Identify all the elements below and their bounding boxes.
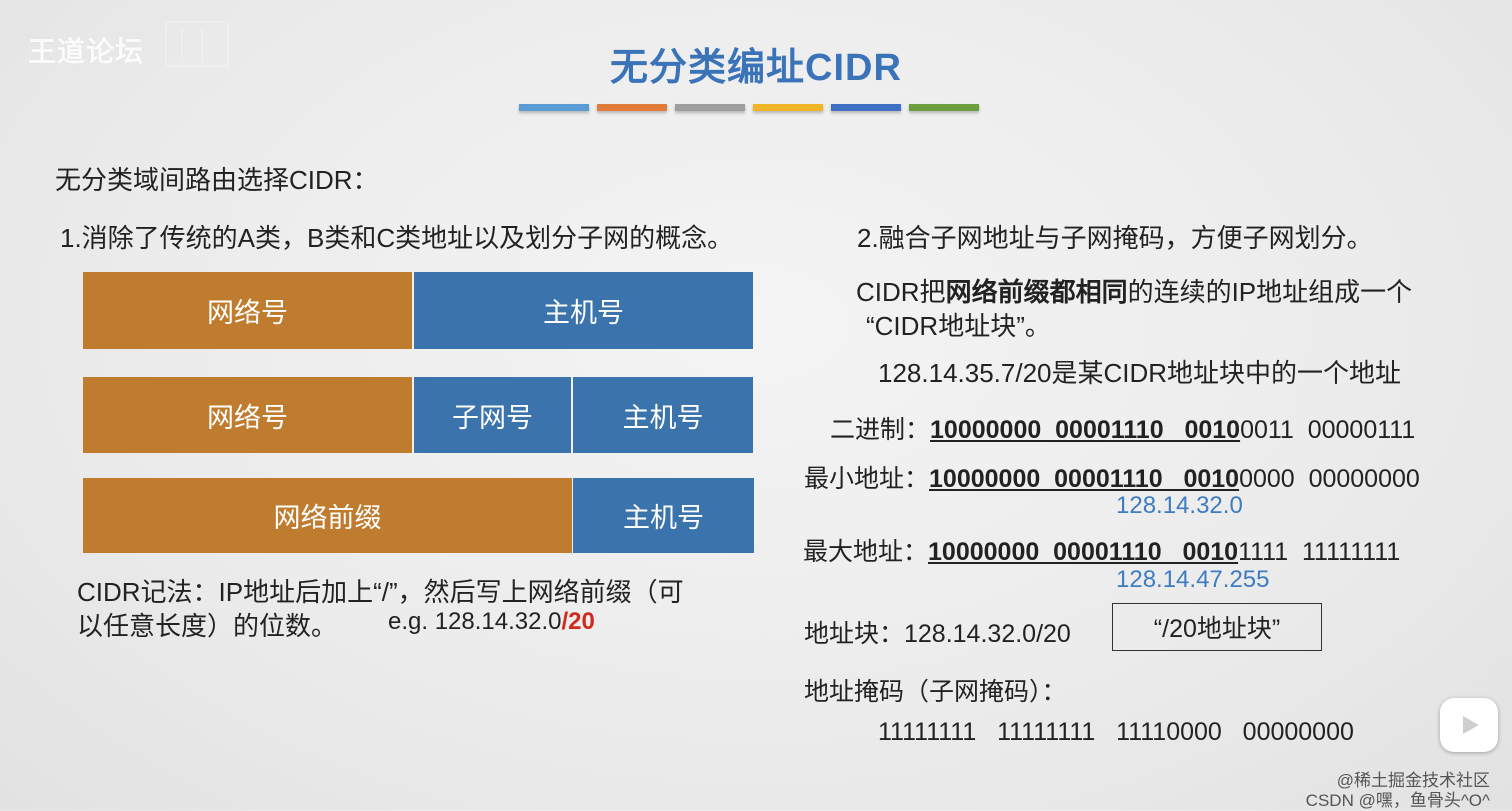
row2-host-box: 主机号 <box>573 377 753 453</box>
title-bar-6 <box>909 104 979 111</box>
row1-host-box: 主机号 <box>414 272 753 349</box>
cidr-desc-bold: 网络前缀都相同 <box>945 277 1128 307</box>
title-bar-5 <box>831 104 901 111</box>
row2-network-box: 网络号 <box>83 377 412 453</box>
cidr-desc-line-2: “CIDR地址块”。 <box>866 311 1051 341</box>
cidr-desc-line-1: CIDR把网络前缀都相同的连续的IP地址组成一个 <box>856 277 1413 307</box>
corner-credit-line-2: CSDN @嘿，鱼骨头^O^ <box>1305 791 1490 810</box>
address-block-label: 地址块：128.14.32.0/20 <box>804 620 1071 648</box>
max-address-row: 最大地址：10000000 00001110 00101111 11111111 <box>803 538 1401 566</box>
example-address: 128.14.35.7/20是某CIDR地址块中的一个地址 <box>878 358 1402 388</box>
title-bar-4 <box>753 104 823 111</box>
min-address-row: 最小地址：10000000 00001110 00100000 00000000 <box>804 465 1420 493</box>
slide-title: 无分类编址CIDR <box>610 47 902 89</box>
title-bar-2 <box>597 104 667 111</box>
binary-row: 二进制：10000000 00001110 00100011 00000111 <box>830 416 1416 444</box>
corner-credit-line-1: @稀土掘金技术社区 <box>1336 771 1490 790</box>
notation-example: e.g. 128.14.32.0/20 <box>388 608 595 636</box>
row1-network-box: 网络号 <box>83 272 412 349</box>
watermark-seal-icon <box>165 21 229 67</box>
title-bar-1 <box>519 104 589 111</box>
min-address-ip: 128.14.32.0 <box>1116 492 1243 519</box>
intro-text: 无分类域间路由选择CIDR： <box>55 165 379 195</box>
point-1-text: 1.消除了传统的A类，B类和C类地址以及划分子网的概念。 <box>60 223 734 253</box>
title-color-bars <box>519 104 979 111</box>
row2-subnet-box: 子网号 <box>414 377 571 453</box>
example-prefix-length: /20 <box>561 608 595 635</box>
max-address-ip: 128.14.47.255 <box>1116 566 1270 593</box>
play-icon[interactable] <box>1440 698 1498 752</box>
row3-host-box: 主机号 <box>573 478 754 553</box>
notation-line-1: CIDR记法：IP地址后加上“/”，然后写上网络前缀（可 <box>77 577 684 607</box>
example-ip: e.g. 128.14.32.0 <box>388 608 562 635</box>
title-bar-3 <box>675 104 745 111</box>
mask-value: 11111111 11111111 11110000 00000000 <box>878 718 1354 746</box>
address-block-name-box: “/20地址块” <box>1112 603 1322 651</box>
mask-label: 地址掩码（子网掩码）： <box>804 678 1067 706</box>
point-2-text: 2.融合子网地址与子网掩码，方便子网划分。 <box>857 223 1373 253</box>
watermark-logo: 王道论坛 <box>28 36 145 67</box>
row3-prefix-box: 网络前缀 <box>83 478 572 553</box>
notation-line-2: 以任意长度）的位数。 <box>77 611 338 641</box>
